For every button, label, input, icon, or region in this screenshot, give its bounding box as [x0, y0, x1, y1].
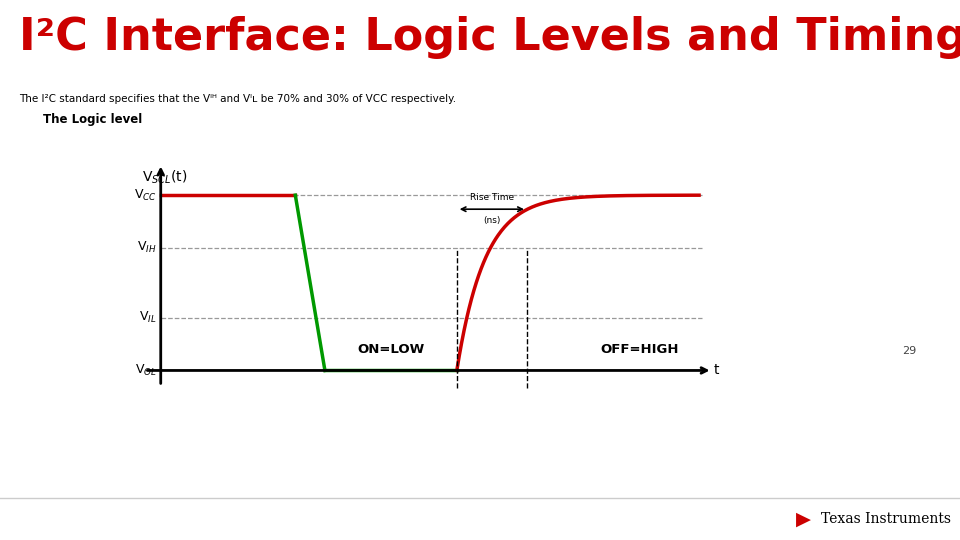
Text: Rise Time: Rise Time: [469, 193, 514, 202]
Text: V$_{OL}$: V$_{OL}$: [134, 363, 156, 378]
Text: OFF=HIGH: OFF=HIGH: [601, 343, 679, 356]
Text: ▶: ▶: [796, 510, 811, 529]
Text: V$_{SCL}$(t): V$_{SCL}$(t): [142, 169, 187, 186]
Text: 29: 29: [902, 346, 917, 356]
Text: (ns): (ns): [483, 216, 500, 225]
Text: The Logic level: The Logic level: [43, 113, 142, 126]
Text: Texas Instruments: Texas Instruments: [821, 512, 950, 526]
Text: ON=LOW: ON=LOW: [357, 343, 424, 356]
Text: V$_{IH}$: V$_{IH}$: [137, 240, 156, 255]
Text: V$_{CC}$: V$_{CC}$: [133, 187, 156, 202]
Text: V$_{IL}$: V$_{IL}$: [139, 310, 156, 326]
Text: The I²C standard specifies that the Vᴵᴴ and Vᴵʟ be 70% and 30% of VCC respective: The I²C standard specifies that the Vᴵᴴ …: [19, 94, 456, 105]
Text: I²C Interface: Logic Levels and Timing: I²C Interface: Logic Levels and Timing: [19, 16, 960, 59]
Text: t: t: [714, 363, 720, 377]
